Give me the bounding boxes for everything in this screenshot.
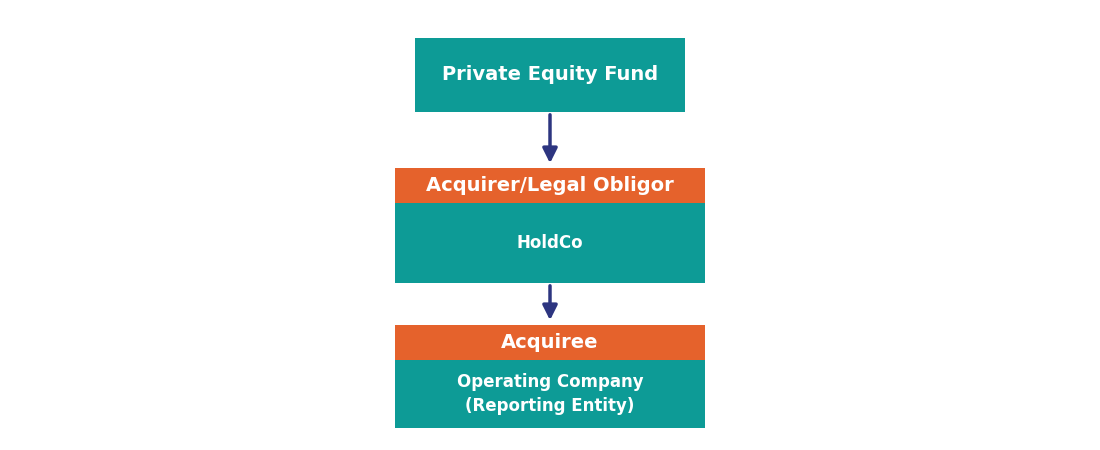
Text: Private Equity Fund: Private Equity Fund xyxy=(442,66,658,85)
Text: Acquiree: Acquiree xyxy=(502,333,598,352)
Bar xyxy=(395,360,705,428)
Text: Acquirer/Legal Obligor: Acquirer/Legal Obligor xyxy=(426,176,674,195)
Bar xyxy=(415,38,685,112)
Text: Operating Company
(Reporting Entity): Operating Company (Reporting Entity) xyxy=(456,373,644,415)
Bar xyxy=(395,203,705,283)
Text: HoldCo: HoldCo xyxy=(517,234,583,252)
Bar xyxy=(395,325,705,360)
Bar xyxy=(395,168,705,203)
